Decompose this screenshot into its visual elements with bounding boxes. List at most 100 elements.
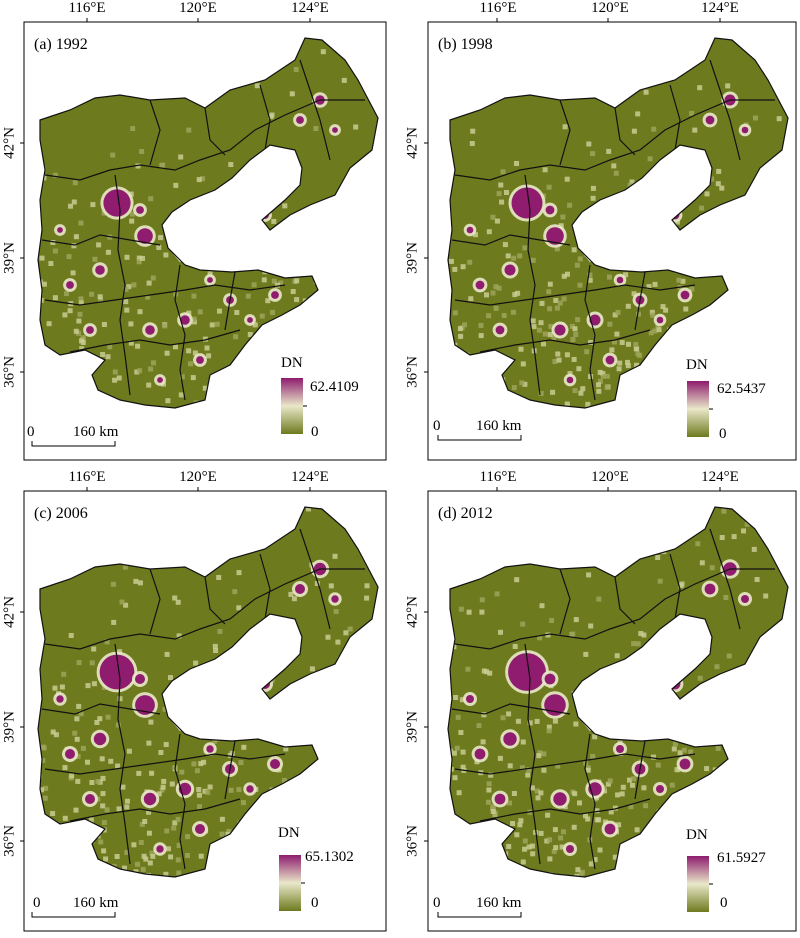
urban-hotspot	[680, 290, 690, 300]
admin-boundary	[41, 703, 161, 715]
admin-boundary	[69, 329, 241, 353]
legend-colorbar	[281, 378, 303, 434]
lon-label-116: 116°E	[479, 0, 517, 16]
land-area	[448, 38, 788, 408]
admin-boundary	[174, 264, 186, 401]
admin-boundary	[524, 643, 541, 865]
admin-boundary	[584, 264, 596, 401]
legend-min-b: 0	[719, 426, 727, 442]
admin-boundary	[454, 568, 775, 650]
lon-label-120: 120°E	[591, 0, 629, 16]
urban-hotspot	[95, 265, 105, 275]
admin-boundary	[669, 553, 681, 620]
urban-hotspot	[566, 376, 574, 384]
lat-label-42: 42°N	[404, 127, 421, 159]
lon-label-120: 120°E	[591, 469, 629, 485]
admin-boundary	[709, 528, 741, 630]
scale-distance-c: 160 km	[73, 895, 119, 911]
urban-hotspot	[704, 583, 716, 595]
map-frame	[23, 21, 387, 461]
urban-hotspot	[741, 126, 749, 134]
legend-title-c: DN	[278, 825, 300, 841]
panel-label-d: (d) 2012	[438, 505, 493, 522]
legend-title-a: DN	[281, 355, 303, 371]
urban-hotspot	[466, 695, 474, 703]
admin-boundary	[634, 271, 646, 331]
urban-hotspot	[296, 116, 304, 124]
urban-hotspot	[616, 745, 624, 753]
admin-boundary	[44, 99, 365, 181]
admin-boundary	[44, 568, 365, 650]
urban-hotspot	[99, 654, 135, 690]
urban-hotspot	[474, 748, 486, 760]
legend-title-b: DN	[686, 357, 708, 373]
bohai-sea	[572, 614, 712, 731]
urban-hotspot	[246, 785, 254, 793]
urban-hotspot	[135, 674, 145, 684]
urban-hotspot	[65, 749, 75, 759]
urban-hotspot	[143, 792, 157, 806]
legend-min-a: 0	[311, 424, 319, 440]
panel-label-c: (c) 2006	[34, 505, 88, 522]
scale-bar	[437, 435, 522, 441]
scale-distance-b: 160 km	[476, 418, 522, 434]
admin-boundary	[299, 59, 331, 161]
admin-boundary	[524, 174, 541, 396]
lon-label-124: 124°E	[701, 469, 739, 485]
region-outline	[37, 506, 379, 878]
urban-hotspot	[656, 785, 664, 793]
region-outline	[447, 506, 789, 878]
region-outline	[447, 37, 789, 409]
urban-hotspot	[475, 280, 485, 290]
lat-label-36: 36°N	[1, 825, 18, 857]
urban-hotspot	[93, 732, 107, 746]
map-frame	[427, 21, 797, 461]
lat-label-36: 36°N	[1, 356, 18, 388]
region-outline	[37, 37, 379, 409]
urban-hotspot	[331, 595, 339, 603]
urban-hotspot	[566, 845, 574, 853]
admin-boundary	[299, 528, 331, 630]
urban-hotspot	[503, 732, 517, 746]
urban-hotspot	[511, 187, 543, 219]
map-panel-a: 116°E 120°E 124°E 42°N 39°N 36°N (a) 199…	[0, 0, 400, 469]
admin-boundary	[454, 753, 696, 775]
admin-boundary	[259, 84, 271, 151]
admin-boundary	[259, 553, 271, 620]
urban-hotspot	[137, 228, 153, 244]
urban-hotspot	[604, 823, 616, 835]
scale-zero-c: 0	[33, 895, 41, 911]
map-canvas-b	[424, 18, 797, 461]
legend-min-d: 0	[720, 895, 728, 911]
admin-boundary	[114, 643, 131, 865]
admin-boundary	[204, 107, 226, 156]
map-panel-b: 116°E 120°E 124°E 42°N 39°N 36°N (b) 199…	[400, 0, 800, 469]
lon-label-124: 124°E	[701, 0, 739, 16]
lon-label-116: 116°E	[68, 0, 106, 16]
urban-hotspot	[589, 314, 601, 326]
scale-bar	[31, 912, 116, 918]
legend-max-d: 61.5927	[717, 850, 766, 866]
lat-label-42: 42°N	[1, 127, 18, 159]
admin-boundary	[614, 107, 636, 156]
map-frame	[427, 490, 797, 932]
urban-hotspot	[206, 745, 214, 753]
urban-hotspot	[332, 127, 338, 133]
urban-hotspot	[135, 695, 155, 715]
urban-hotspot	[85, 794, 95, 804]
urban-hotspot	[494, 793, 506, 805]
lat-label-36: 36°N	[404, 356, 421, 388]
lon-label-120: 120°E	[179, 0, 217, 16]
admin-boundary	[584, 733, 596, 870]
admin-boundary	[149, 99, 161, 166]
bohai-sea	[572, 145, 712, 262]
urban-hotspot	[705, 115, 715, 125]
urban-hotspot	[56, 695, 64, 703]
urban-hotspot	[554, 324, 566, 336]
admin-boundary	[114, 174, 131, 396]
land-area	[38, 38, 378, 408]
urban-hotspot	[57, 227, 63, 233]
urban-hotspot	[103, 189, 131, 217]
urban-hotspot	[271, 291, 279, 299]
map-canvas-a	[20, 18, 387, 461]
